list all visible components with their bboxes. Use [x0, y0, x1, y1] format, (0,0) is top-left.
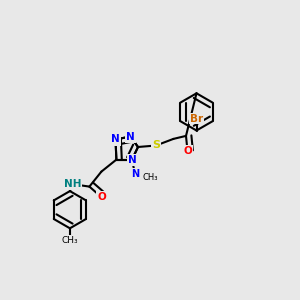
Text: N: N: [111, 134, 120, 145]
Text: CH₃: CH₃: [61, 236, 78, 245]
Text: NH: NH: [64, 179, 82, 189]
Text: N: N: [130, 171, 140, 182]
Text: S: S: [152, 140, 160, 151]
Text: N: N: [131, 169, 139, 179]
Text: N: N: [128, 154, 136, 165]
Text: N: N: [126, 131, 135, 142]
Text: O: O: [183, 146, 192, 156]
Text: N: N: [128, 154, 136, 165]
Text: N: N: [126, 131, 135, 142]
Text: N: N: [111, 134, 120, 145]
Text: CH₃: CH₃: [142, 173, 158, 182]
Text: Br: Br: [190, 113, 203, 124]
Text: O: O: [97, 192, 106, 202]
